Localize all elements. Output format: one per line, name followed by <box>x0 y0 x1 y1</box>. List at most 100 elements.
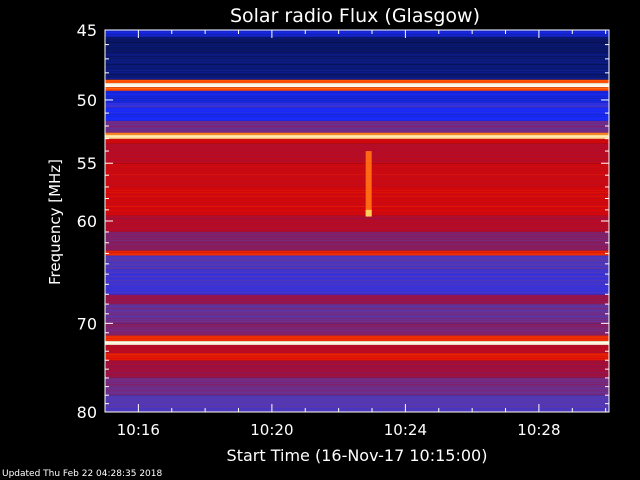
x-axis: 10:16 10:20 10:24 10:28 <box>104 30 607 439</box>
texture-row <box>105 212 609 213</box>
texture-row <box>105 174 609 175</box>
texture-row <box>105 274 609 275</box>
texture-row <box>105 196 609 197</box>
texture-row <box>105 108 609 109</box>
texture-row <box>105 282 609 283</box>
texture-row <box>105 136 609 137</box>
texture-row <box>105 352 609 353</box>
texture-row <box>105 234 609 235</box>
texture-row <box>105 402 609 403</box>
texture-row <box>105 176 609 177</box>
texture-row <box>105 260 609 261</box>
texture-row <box>105 32 609 33</box>
frequency-band <box>105 132 609 135</box>
texture-row <box>105 290 609 291</box>
chart-title: Solar radio Flux (Glasgow) <box>230 5 480 27</box>
texture-row <box>105 186 609 187</box>
texture-row <box>105 46 609 47</box>
texture-row <box>105 210 609 211</box>
texture-row <box>105 194 609 195</box>
texture-row <box>105 202 609 203</box>
frequency-band <box>105 163 609 187</box>
texture-row <box>105 100 609 101</box>
y-tick-label: 70 <box>77 314 97 333</box>
texture-row <box>105 226 609 227</box>
burst-feature <box>365 209 372 217</box>
texture-row <box>105 326 609 327</box>
texture-row <box>105 110 609 111</box>
texture-row <box>105 166 609 167</box>
texture-row <box>105 382 609 383</box>
texture-row <box>105 408 609 409</box>
texture-row <box>105 118 609 119</box>
texture-row <box>105 82 609 83</box>
texture-row <box>105 38 609 39</box>
texture-row <box>105 98 609 99</box>
texture-row <box>105 74 609 75</box>
texture-row <box>105 146 609 147</box>
burst-feature <box>365 151 372 216</box>
texture-row <box>105 96 609 97</box>
texture-row <box>105 304 609 305</box>
texture-row <box>105 218 609 219</box>
texture-row <box>105 370 609 371</box>
texture-row <box>105 374 609 375</box>
texture-row <box>105 80 609 81</box>
texture-row <box>105 262 609 263</box>
texture-row <box>105 148 609 149</box>
texture-row <box>105 368 609 369</box>
texture-row <box>105 410 609 411</box>
frequency-band <box>105 294 609 305</box>
texture-row <box>105 208 609 209</box>
plot-area <box>105 30 609 412</box>
texture-row <box>105 164 609 165</box>
texture-row <box>105 308 609 309</box>
texture-row <box>105 222 609 223</box>
texture-row <box>105 134 609 135</box>
frequency-band <box>105 215 609 232</box>
texture-row <box>105 302 609 303</box>
texture-row <box>105 228 609 229</box>
texture-row <box>105 252 609 253</box>
texture-row <box>105 138 609 139</box>
texture-row <box>105 48 609 49</box>
texture-row <box>105 192 609 193</box>
texture-row <box>105 52 609 53</box>
texture-row <box>105 288 609 289</box>
texture-row <box>105 404 609 405</box>
texture-row <box>105 144 609 145</box>
texture-row <box>105 232 609 233</box>
texture-row <box>105 40 609 41</box>
texture-row <box>105 92 609 93</box>
texture-row <box>105 394 609 395</box>
y-tick-label: 55 <box>77 154 97 173</box>
texture-row <box>105 124 609 125</box>
texture-row <box>105 316 609 317</box>
texture-row <box>105 300 609 301</box>
texture-row <box>105 258 609 259</box>
x-tick-label: 10:28 <box>517 421 560 439</box>
x-tick-label: 10:24 <box>384 421 427 439</box>
texture-row <box>105 62 609 63</box>
texture-row <box>105 70 609 71</box>
texture-row <box>105 34 609 35</box>
frequency-band <box>105 102 609 108</box>
texture-row <box>105 220 609 221</box>
texture-row <box>105 214 609 215</box>
texture-row <box>105 336 609 337</box>
texture-row <box>105 94 609 95</box>
texture-row <box>105 114 609 115</box>
texture-row <box>105 244 609 245</box>
frequency-band <box>105 395 609 412</box>
texture-row <box>105 54 609 55</box>
x-axis-label: Start Time (16-Nov-17 10:15:00) <box>227 446 488 465</box>
texture-row <box>105 160 609 161</box>
texture-row <box>105 126 609 127</box>
texture-row <box>105 384 609 385</box>
texture-row <box>105 178 609 179</box>
texture-row <box>105 314 609 315</box>
texture-row <box>105 372 609 373</box>
texture-row <box>105 350 609 351</box>
texture-row <box>105 140 609 141</box>
